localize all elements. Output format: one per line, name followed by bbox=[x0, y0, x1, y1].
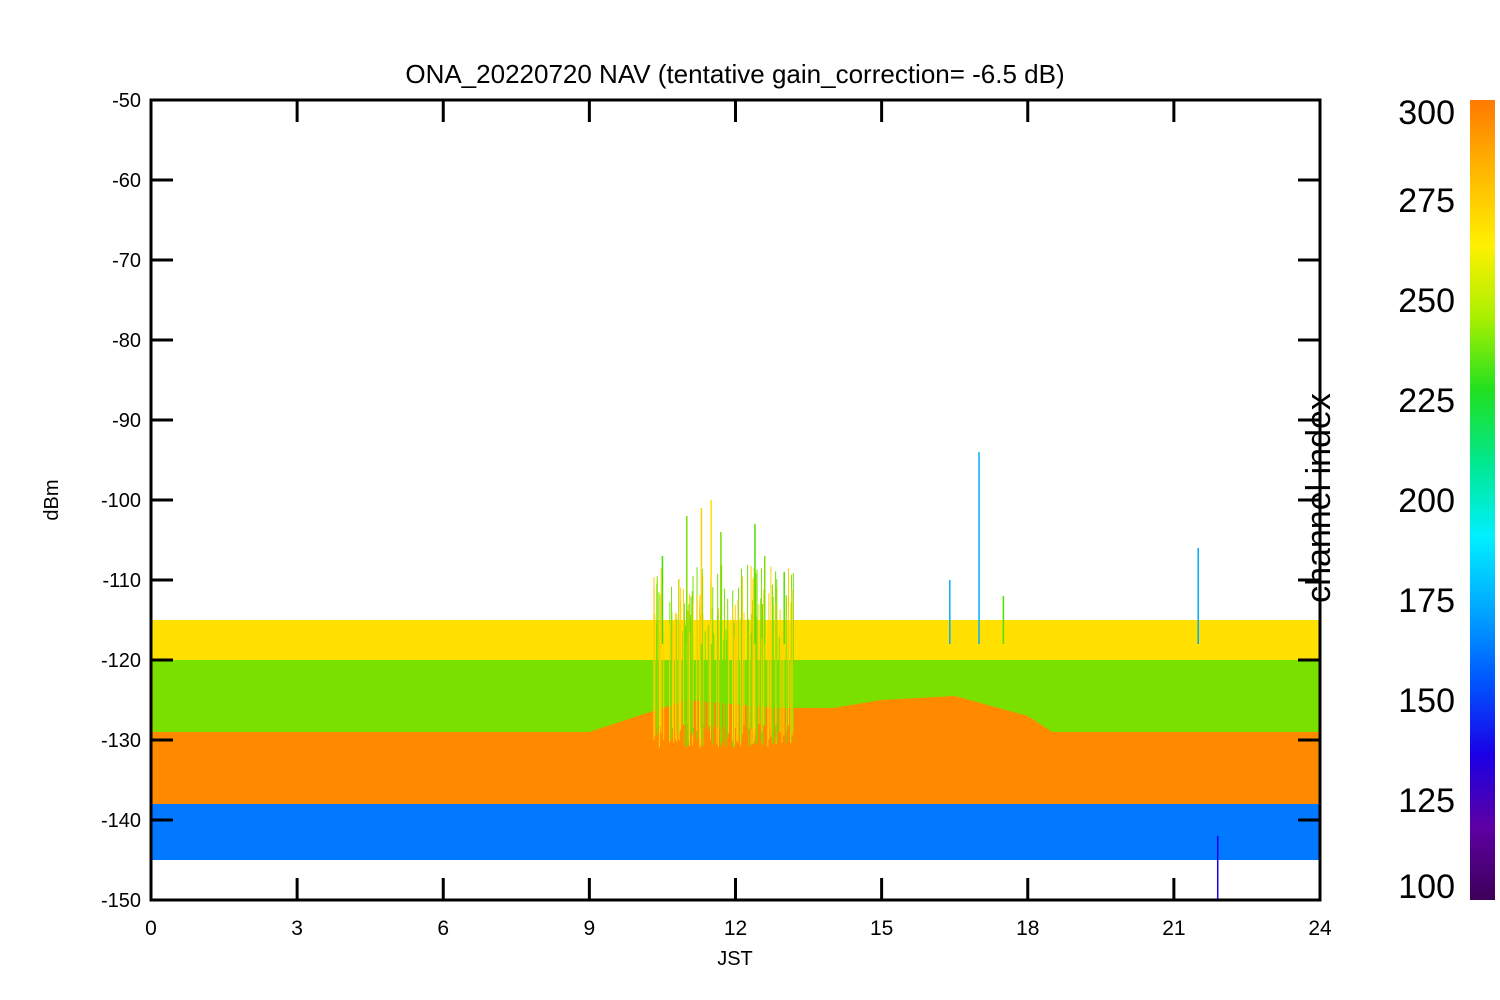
x-tick-label: 18 bbox=[1016, 917, 1039, 940]
y-tick-label: -60 bbox=[112, 170, 141, 192]
y-tick-label: -100 bbox=[101, 490, 141, 512]
x-tick-label: 0 bbox=[145, 917, 157, 940]
colorbar-tick-label: 125 bbox=[1398, 782, 1455, 820]
colorbar-gradient bbox=[1470, 100, 1495, 900]
y-tick-label: -120 bbox=[101, 650, 141, 672]
x-tick-label: 9 bbox=[584, 917, 596, 940]
colorbar-tick-label: 100 bbox=[1398, 868, 1455, 906]
colorbar-tick-label: 225 bbox=[1398, 382, 1455, 420]
colorbar-tick-label: 175 bbox=[1398, 582, 1455, 620]
band-trace-4 bbox=[150, 804, 1321, 860]
colorbar-tick-label: 200 bbox=[1398, 482, 1455, 520]
x-tick-label: 21 bbox=[1162, 917, 1185, 940]
y-tick-label: -130 bbox=[101, 730, 141, 752]
colorbar-tick-label: 250 bbox=[1398, 282, 1455, 320]
band-4 bbox=[150, 804, 1321, 860]
axes: 0 3 6 9 12 15 18 21 24 -50 -60 -70 -80 -90 -100 -110 -12… bbox=[101, 90, 1332, 940]
y-tick-label: -80 bbox=[112, 330, 141, 352]
colorbar-label: channel index bbox=[1300, 393, 1338, 603]
midday-streaks bbox=[653, 564, 794, 748]
y-tick-label: -90 bbox=[112, 410, 141, 432]
y-axis-label: dBm bbox=[41, 479, 63, 520]
colorbar: 300 275 250 225 200 175 150 125 100 bbox=[1398, 94, 1495, 906]
x-tick-label: 6 bbox=[437, 917, 449, 940]
colorbar-tick-label: 275 bbox=[1398, 182, 1455, 220]
x-axis-label: JST bbox=[717, 948, 753, 970]
y-tick-label: -50 bbox=[112, 90, 141, 112]
plot-area bbox=[150, 452, 1321, 900]
colorbar-tick-label: 300 bbox=[1398, 94, 1455, 132]
colorbar-tick-label: 150 bbox=[1398, 682, 1455, 720]
y-tick-label: -150 bbox=[101, 890, 141, 912]
y-tick-label: -70 bbox=[112, 250, 141, 272]
x-tick-label: 3 bbox=[291, 917, 303, 940]
chart-title: ONA_20220720 NAV (tentative gain_correct… bbox=[405, 59, 1064, 89]
x-tick-label: 24 bbox=[1308, 917, 1332, 940]
x-tick-label: 12 bbox=[724, 917, 747, 940]
y-tick-label: -110 bbox=[102, 570, 141, 592]
x-tick-label: 15 bbox=[870, 917, 893, 940]
y-tick-label: -140 bbox=[101, 810, 141, 832]
